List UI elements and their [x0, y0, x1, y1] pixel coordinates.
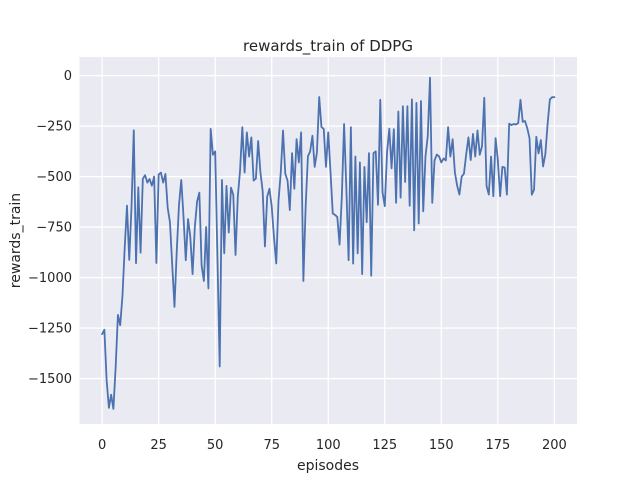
x-tick-label: 0	[98, 438, 106, 453]
ticks-layer: 0 25 50 75 100 125 150 175 200 0 −250 −500 −750 −1000…	[28, 69, 567, 453]
y-axis-label: rewards_train	[8, 193, 24, 288]
x-tick-label: 75	[263, 438, 280, 453]
x-axis-label: episodes	[297, 458, 359, 474]
x-tick-label: 125	[372, 438, 397, 453]
y-tick-label: −750	[36, 221, 72, 236]
y-tick-label: −1000	[28, 271, 72, 286]
chart-title: rewards_train of DDPG	[243, 37, 413, 56]
y-tick-label: −1250	[28, 322, 72, 337]
x-tick-label: 100	[316, 438, 341, 453]
x-tick-label: 150	[429, 438, 454, 453]
y-tick-label: −500	[36, 170, 72, 185]
x-tick-label: 175	[485, 438, 510, 453]
y-tick-label: −1500	[28, 372, 72, 387]
x-tick-label: 200	[542, 438, 567, 453]
x-tick-label: 50	[207, 438, 224, 453]
x-tick-label: 25	[150, 438, 167, 453]
grid-layer	[79, 57, 577, 424]
y-tick-label: 0	[64, 69, 72, 84]
series-line-rewards_train	[101, 76, 556, 410]
series-layer	[101, 76, 556, 410]
y-tick-label: −250	[36, 120, 72, 135]
